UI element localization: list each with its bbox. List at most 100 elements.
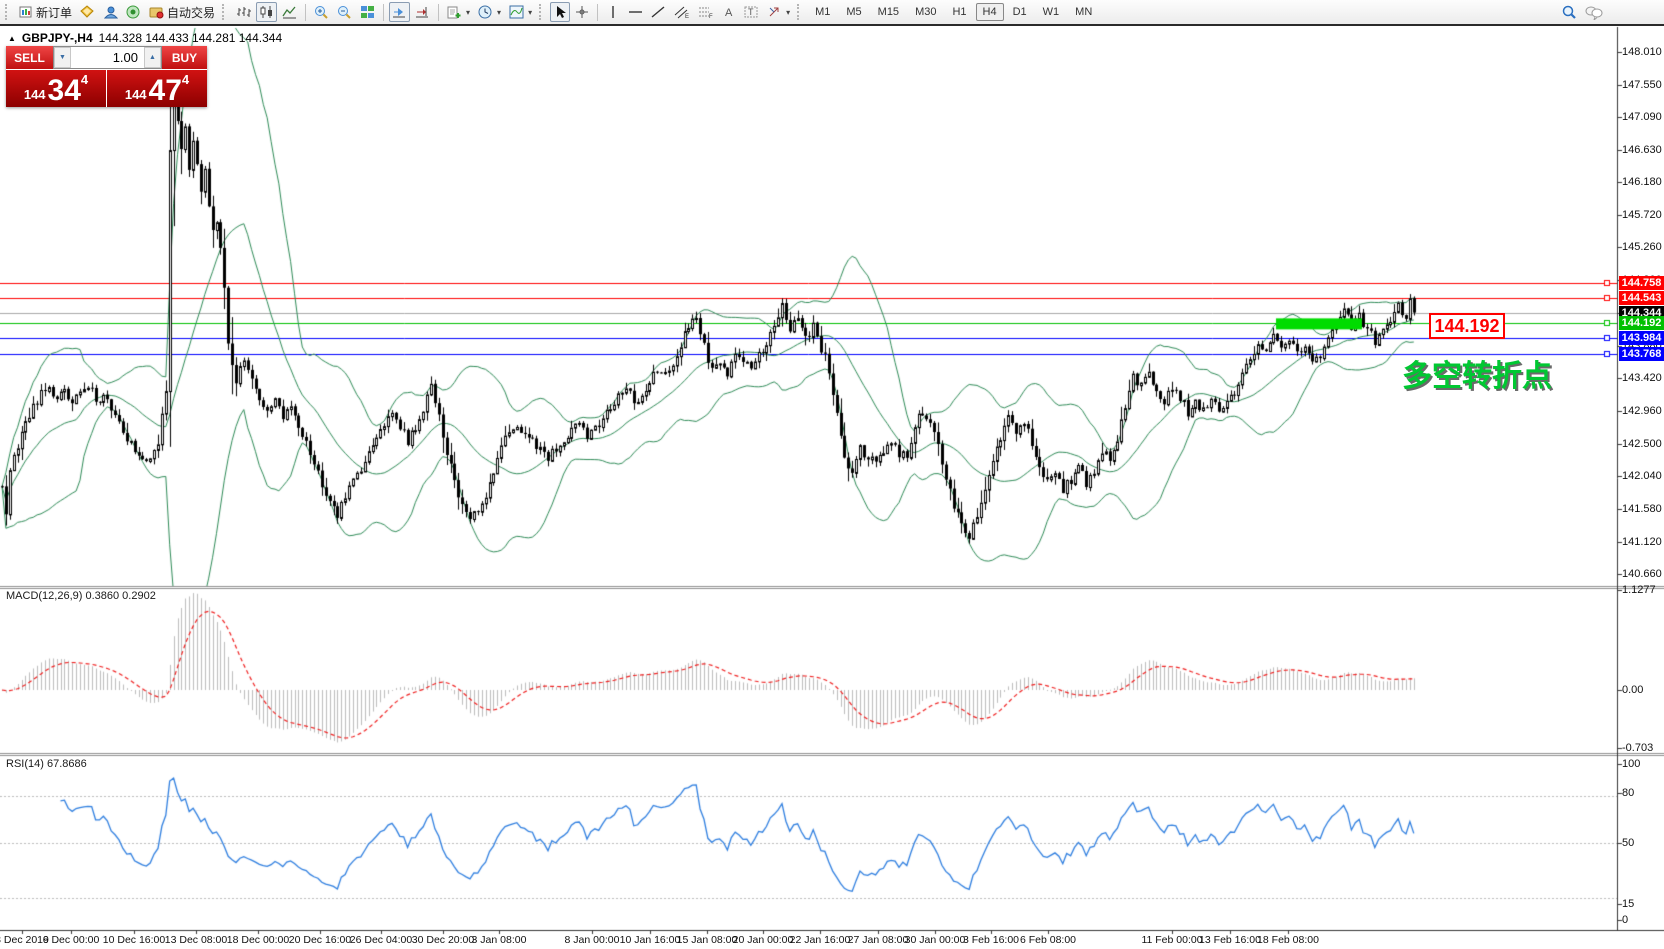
auto-trading-button[interactable]: 自动交易 [146, 2, 218, 22]
chart-title: ▲ GBPJPY-,H4 144.328 144.433 144.281 144… [8, 31, 282, 45]
time-axis-label: 26 Dec 04:00 [349, 934, 413, 946]
community-button[interactable] [100, 2, 121, 22]
signals-button[interactable] [123, 2, 144, 22]
price-callout-box[interactable]: 144.192 [1429, 313, 1505, 339]
toolbar-grip[interactable] [797, 4, 804, 20]
candlestick-chart-button[interactable] [256, 2, 278, 22]
rsi-scale-tick: 80 [1622, 787, 1635, 799]
text-label-button[interactable]: T [741, 2, 762, 22]
fibonacci-button[interactable]: F [695, 2, 717, 22]
toolbar-separator [597, 3, 599, 21]
new-order-label: 新订单 [36, 5, 73, 20]
time-axis-label: 6 Feb 08:00 [1019, 934, 1077, 946]
text-button[interactable]: A [719, 2, 739, 22]
chart-symbol-title: GBPJPY-,H4 [21, 31, 93, 45]
hline-price-label[interactable]: 144.543 [1619, 291, 1664, 305]
timeframe-d1[interactable]: D1 [1012, 6, 1027, 18]
sell-price-big: 34 [47, 74, 81, 107]
toolbar-grip[interactable] [222, 4, 229, 20]
price-scale-tick: 142.040 [1622, 470, 1662, 483]
auto-trading-label: 自动交易 [167, 5, 216, 20]
sell-price-display[interactable]: 144 34 4 [6, 70, 107, 107]
timeframe-m5[interactable]: M5 [846, 6, 862, 18]
hline-price-label[interactable]: 143.984 [1619, 331, 1664, 345]
time-axis-label: 8 Jan 00:00 [564, 934, 620, 946]
hline-price-label[interactable]: 144.192 [1619, 316, 1664, 330]
volume-control: ▼ 1.00 ▲ [53, 46, 162, 69]
macd-scale-tick: -0.703 [1622, 742, 1654, 754]
arrows-button[interactable]: ▾ [764, 2, 793, 22]
tile-windows-button[interactable] [357, 2, 378, 22]
clock-icon [478, 5, 492, 19]
bar-chart-button[interactable] [233, 2, 254, 22]
svg-text:T: T [748, 7, 754, 17]
volume-down-button[interactable]: ▼ [54, 47, 71, 68]
volume-up-button[interactable]: ▲ [144, 47, 161, 68]
zoom-in-button[interactable] [311, 2, 332, 22]
toolbar-separator [383, 3, 385, 21]
templates-button[interactable]: ▾ [444, 2, 473, 22]
time-axis-label: 3 Feb 16:00 [962, 934, 1020, 946]
market-watch-button[interactable] [77, 2, 98, 22]
one-click-trading-panel: SELL ▼ 1.00 ▲ BUY 144 34 4 144 47 4 [6, 46, 207, 107]
new-order-button[interactable]: 新订单 [16, 2, 75, 22]
horizontal-line-button[interactable] [625, 2, 646, 22]
toolbar-separator [305, 3, 307, 21]
rsi-indicator-label: RSI(14) 67.8686 [6, 758, 87, 770]
timeframe-m1[interactable]: M1 [815, 6, 831, 18]
time-axis-label: 13 Dec 08:00 [164, 934, 228, 946]
chart-shift-button[interactable] [412, 2, 433, 22]
toolbar-grip[interactable] [539, 4, 546, 20]
collapse-triangle-icon[interactable]: ▲ [8, 33, 16, 43]
time-axis-label: 6 Dec 00:00 [42, 934, 100, 946]
price-scale-tick: 143.420 [1622, 372, 1662, 385]
indicators-button[interactable]: ▾ [506, 2, 535, 22]
timeframe-h1[interactable]: H1 [952, 6, 967, 18]
price-scale-tick: 145.720 [1622, 208, 1662, 221]
hline-price-label[interactable]: 143.768 [1619, 347, 1664, 361]
candlestick-chart-icon [260, 6, 273, 18]
rsi-scale-tick: 50 [1622, 837, 1635, 849]
crosshair-button[interactable] [572, 2, 592, 22]
cursor-button[interactable] [550, 2, 571, 22]
zoom-out-button[interactable] [334, 2, 355, 22]
price-scale-tick: 141.580 [1622, 503, 1662, 516]
arrows-icon [769, 7, 779, 17]
hline-price-label[interactable]: 144.758 [1619, 276, 1664, 290]
rsi-scale-tick: 0 [1622, 914, 1629, 926]
chat-button[interactable] [1582, 2, 1606, 22]
market-watch-icon [80, 5, 94, 18]
search-button[interactable] [1558, 2, 1580, 22]
crosshair-icon [576, 6, 589, 18]
time-axis-label: 30 Jan 00:00 [904, 934, 966, 946]
buy-price-prefix: 144 [124, 87, 147, 102]
search-icon [1562, 5, 1576, 19]
timeframe-m30[interactable]: M30 [915, 6, 937, 18]
time-axis-label: 20 Dec 16:00 [288, 934, 352, 946]
timeframe-m15[interactable]: M15 [877, 6, 900, 18]
toolbar-grip[interactable] [5, 4, 12, 20]
buy-price-display[interactable]: 144 47 4 [107, 70, 207, 107]
auto-scroll-button[interactable] [389, 2, 411, 22]
timeframe-mn[interactable]: MN [1075, 6, 1093, 18]
equidistant-channel-button[interactable]: E [671, 2, 693, 22]
indicators-caret-icon: ▾ [528, 7, 533, 17]
period-button[interactable]: ▾ [475, 2, 504, 22]
trendline-icon [651, 6, 665, 18]
buy-button[interactable]: BUY [162, 46, 207, 69]
line-chart-button[interactable] [279, 2, 300, 22]
price-scale-tick: 148.010 [1622, 46, 1662, 58]
timeframe-w1[interactable]: W1 [1042, 6, 1060, 18]
time-axis-label: 3 Dec 2019 [0, 934, 49, 946]
sell-button[interactable]: SELL [6, 46, 53, 69]
period-caret-icon: ▾ [497, 7, 502, 17]
vertical-line-button[interactable] [603, 2, 623, 22]
volume-input[interactable]: 1.00 [112, 50, 138, 65]
turning-point-annotation: 多空转折点 [1402, 360, 1552, 393]
time-axis-label: 13 Feb 16:00 [1199, 934, 1261, 946]
trendline-button[interactable] [648, 2, 669, 22]
timeframe-h4[interactable]: H4 [975, 3, 1004, 21]
price-scale-tick: 145.260 [1622, 241, 1662, 254]
